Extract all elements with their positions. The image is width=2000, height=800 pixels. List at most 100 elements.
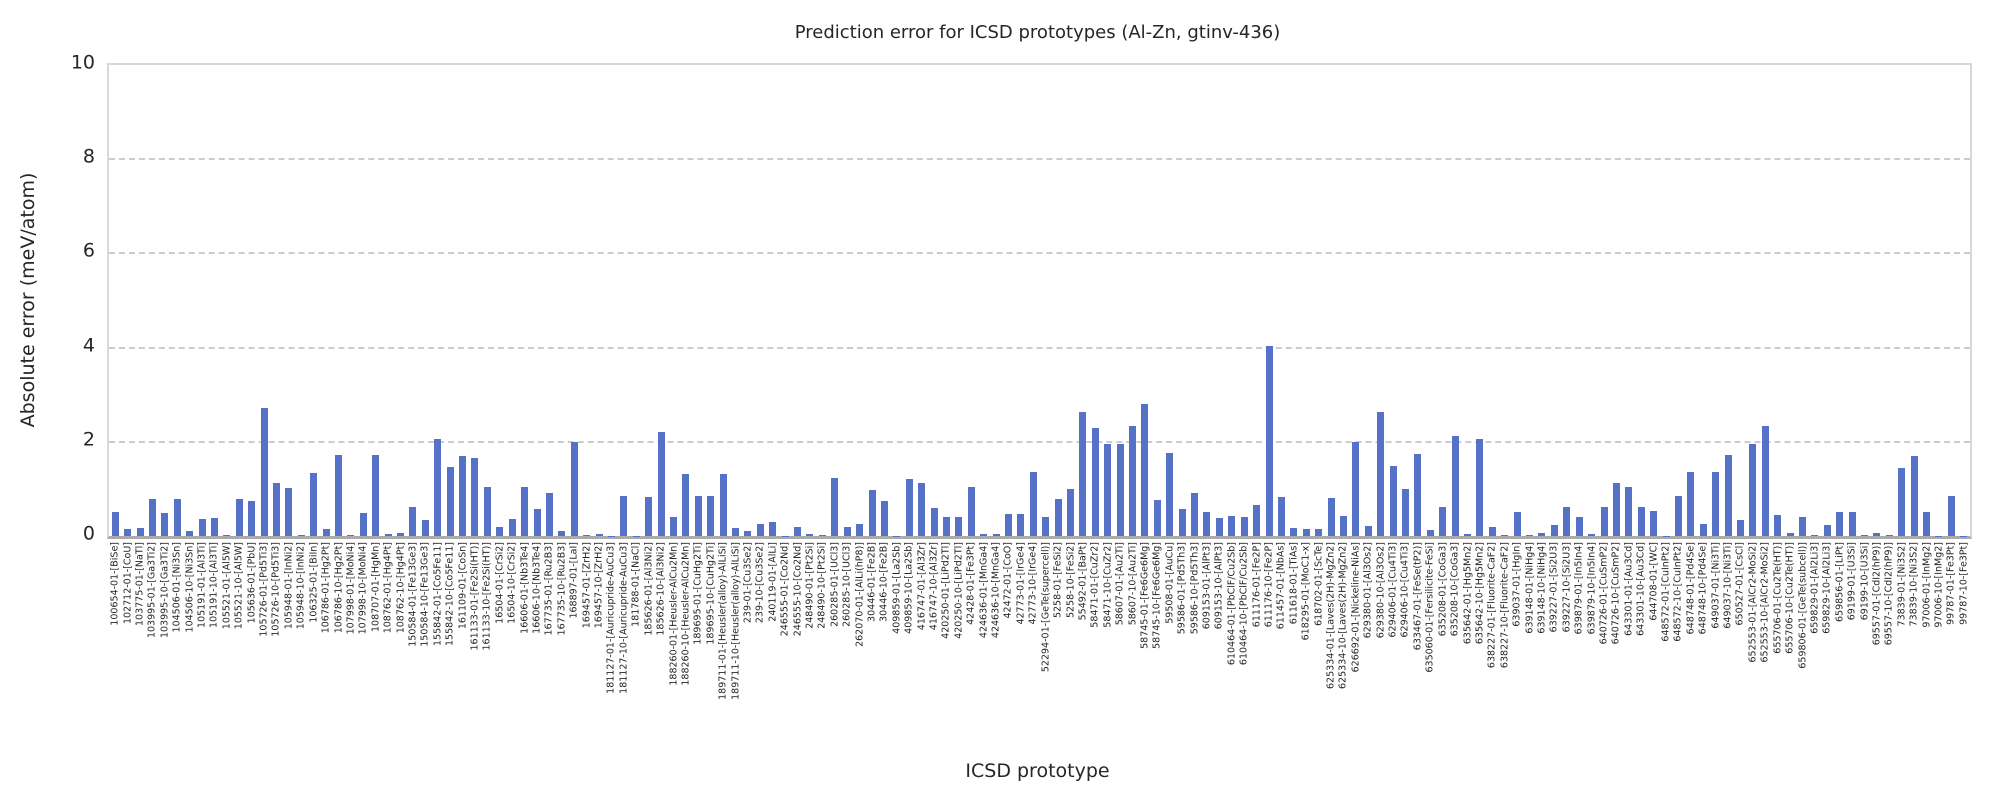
x-tick-label: 105948-01-[InNi2] [283, 542, 295, 630]
bar [1290, 528, 1298, 536]
bar [359, 513, 367, 536]
bar [1302, 529, 1310, 536]
bar [570, 441, 578, 536]
x-tick-label: 108762-01-[Hg4Pt] [382, 542, 394, 634]
x-tick-label: 655706-01-[Cu2Te(HT)] [1772, 542, 1784, 654]
bar [1004, 514, 1012, 536]
x-tick-label: 652553-10-[AlCr2-MoSi2] [1759, 542, 1771, 663]
x-tick-label: 248490-10-[Pt2Si] [816, 542, 828, 629]
bar [1563, 507, 1571, 536]
x-tick-label: 97006-01-[InMg2] [1921, 542, 1933, 628]
bar [310, 473, 318, 536]
bar [1439, 507, 1447, 536]
x-tick-label: 58745-10-[Fe6Ge6Mg] [1151, 542, 1163, 649]
bar [434, 439, 442, 536]
x-tick-label: 611457-01-[NbAs] [1275, 542, 1287, 630]
x-tick-label: 610464-10-[PbClF/Cu2Sb] [1238, 542, 1250, 666]
x-tick-label: 246555-01-[Co2Nd] [779, 542, 791, 637]
x-tick-label: 260285-10-[UCl3] [841, 542, 853, 627]
bar [818, 535, 826, 536]
bar [1588, 533, 1596, 536]
bar [1401, 488, 1409, 536]
bar [173, 499, 181, 536]
bar [1277, 496, 1285, 536]
x-tick-label: 16504-01-[CrSi2] [494, 542, 506, 624]
x-tick-label: 638227-10-[Fluorite-CaF2] [1499, 542, 1511, 669]
bar [496, 526, 504, 536]
x-tick-label: 188260-01-[Heusler-AlCu2Mn] [668, 542, 679, 686]
bar [1923, 511, 1931, 536]
x-tick-label: 424636-01-[MnGa4] [978, 542, 990, 639]
x-tick-label: 638227-01-[Fluorite-CaF2] [1486, 542, 1498, 669]
x-tick-label: 635208-01-[CoGa3] [1437, 542, 1449, 637]
x-tick-label: 650527-01-[CsCl] [1734, 542, 1746, 626]
bar [1203, 511, 1211, 536]
bar [1823, 524, 1831, 536]
bar [1650, 510, 1658, 536]
bar [1339, 516, 1347, 536]
y-tick-label-6: 6 [82, 239, 95, 262]
x-tick-label: 648748-01-[Pd4Se] [1685, 542, 1697, 635]
x-tick-label: 649037-10-[Ni3Ti] [1722, 542, 1734, 629]
bar [1885, 535, 1893, 536]
bar [1141, 404, 1149, 536]
x-tick-label: 625334-10-[Laves(2H)-MgZn2] [1337, 542, 1349, 689]
bar [248, 501, 256, 536]
x-tick-label: 185626-10-[Al3Ni2] [655, 542, 667, 636]
x-tick-label: 639879-10-[In5In4] [1586, 542, 1598, 635]
x-tick-label: 105948-10-[InNi2] [295, 542, 307, 630]
x-tick-label: 181127-01-[Auricupride-AuCu3] [605, 542, 617, 694]
x-tick-label: 42472-01-[CoO] [1002, 542, 1014, 619]
bar [1029, 471, 1037, 536]
x-tick-label: 42428-01-[Fe3Pt] [965, 542, 977, 625]
bar [856, 523, 864, 536]
x-tick-label: 240119-01-[AlLi] [767, 542, 779, 622]
gridline-y6 [109, 252, 1970, 255]
bar [161, 513, 169, 536]
x-tick-label: 629380-10-[Al3Os2] [1375, 542, 1387, 639]
bar [1538, 533, 1546, 536]
bar [285, 487, 293, 536]
x-tick-label: 106325-01-[BiIn] [308, 542, 320, 623]
bar [322, 528, 330, 536]
bar [1377, 411, 1385, 536]
x-tick-label: 5258-10-[FeSi2] [1065, 542, 1077, 619]
x-tick-label: 69557-10-[CdI2(hP9)] [1883, 542, 1895, 646]
bar [446, 466, 454, 536]
x-tick-label: 167735-10-[Ru2B3] [556, 542, 568, 636]
x-tick-label: 409859-01-[La2Sb] [891, 542, 903, 634]
x-tick-label: 108762-10-[Hg4Pt] [395, 542, 407, 634]
x-tick-label: 107998-01-[MoNi4] [345, 542, 357, 635]
bar [980, 534, 988, 536]
bar [409, 506, 417, 536]
bar [545, 493, 553, 536]
bar [347, 535, 355, 536]
x-tick-label: 58745-01-[Fe6Ge6Mg] [1139, 542, 1151, 649]
bar [397, 533, 405, 536]
x-tick-label: 659829-10-[Al2Li3] [1821, 542, 1833, 634]
x-tick-label: 103775-01-[NaTl] [134, 542, 146, 626]
x-tick-label: 618295-01-[MoC1-x] [1300, 542, 1312, 641]
x-axis-title: ICSD prototype [965, 760, 1110, 782]
bar [694, 495, 702, 536]
x-tick-label: 181127-10-[Auricupride-AuCu3] [618, 542, 630, 694]
bar [1898, 467, 1906, 536]
x-tick-label: 635642-10-[Hg5Mn2] [1474, 542, 1486, 645]
x-tick-label: 189695-01-[CuHg2Ti] [692, 542, 704, 645]
bar [1178, 509, 1186, 536]
bar [930, 507, 938, 536]
x-tick-label: 609153-10-[AlPt3] [1213, 542, 1225, 630]
gridline-y4 [109, 346, 1970, 349]
x-tick-label: 629380-01-[Al3Os2] [1362, 542, 1374, 639]
bar [1612, 483, 1620, 536]
bar [136, 527, 144, 536]
bar [1265, 346, 1273, 536]
bar [1774, 515, 1782, 536]
x-tick-label: 635208-10-[CoGa3] [1449, 542, 1461, 637]
chart-title: Prediction error for ICSD prototypes (Al… [794, 22, 1281, 43]
bar [1017, 514, 1025, 536]
x-tick-label: 69557-01-[CdI2(hP9)] [1871, 542, 1883, 646]
x-tick-label: 648748-10-[Pd4Se] [1697, 542, 1709, 635]
bar [1761, 426, 1769, 536]
bar [483, 486, 491, 536]
